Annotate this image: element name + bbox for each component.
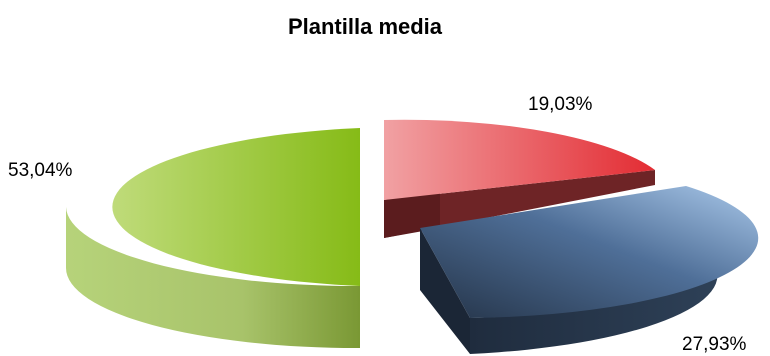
- slice-blue-inner: [420, 228, 470, 354]
- data-label-red: 19,03%: [528, 94, 593, 115]
- slice-blue-side: [470, 206, 738, 354]
- pie-slice-red: [384, 119, 655, 238]
- pie-slice-blue: [420, 186, 759, 354]
- pie-slice-green: [65, 128, 360, 349]
- slice-red-side: [384, 170, 655, 238]
- slice-red-top: [384, 119, 655, 200]
- data-label-blue: 27,93%: [682, 334, 747, 355]
- data-label-green: 53,04%: [8, 160, 73, 181]
- slice-green-top: [112, 128, 360, 286]
- chart-title: Plantilla media: [287, 14, 443, 39]
- slice-green-side: [65, 207, 360, 349]
- slice-blue-top: [420, 186, 759, 318]
- slice-red-front: [384, 191, 440, 238]
